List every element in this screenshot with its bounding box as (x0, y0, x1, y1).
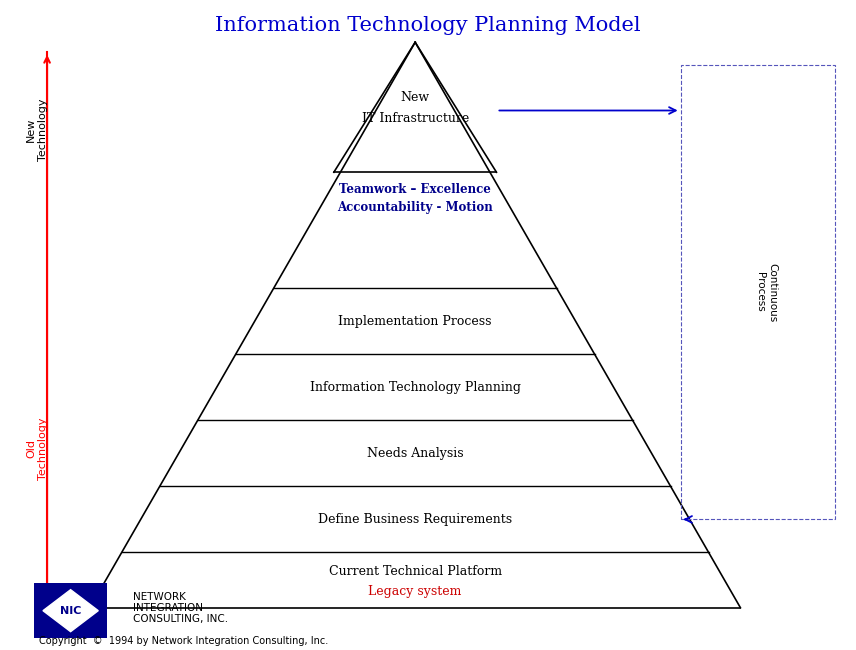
Text: Legacy system: Legacy system (368, 584, 462, 597)
Text: Information Technology Planning Model: Information Technology Planning Model (215, 16, 641, 35)
Text: Teamwork – Excellence: Teamwork – Excellence (339, 183, 491, 196)
Text: Old
Technology: Old Technology (26, 417, 48, 480)
Text: Continuous
Process: Continuous Process (755, 263, 777, 322)
Text: Current Technical Platform: Current Technical Platform (329, 565, 502, 578)
Text: Define Business Requirements: Define Business Requirements (318, 513, 512, 526)
Text: CONSULTING, INC.: CONSULTING, INC. (133, 614, 228, 623)
Text: IT Infrastructure: IT Infrastructure (361, 112, 469, 125)
Text: INTEGRATION: INTEGRATION (133, 603, 203, 612)
Text: NIC: NIC (60, 606, 81, 616)
Text: NETWORK: NETWORK (133, 592, 186, 601)
Text: New
Technology: New Technology (26, 99, 48, 161)
Text: Copyright  ©  1994 by Network Integration Consulting, Inc.: Copyright © 1994 by Network Integration … (39, 636, 328, 645)
Text: Needs Analysis: Needs Analysis (367, 447, 463, 460)
Polygon shape (43, 590, 98, 632)
Text: New: New (401, 91, 430, 104)
Text: Implementation Process: Implementation Process (338, 315, 492, 328)
Text: Accountability - Motion: Accountability - Motion (337, 201, 493, 214)
Bar (681, 65, 835, 519)
Text: Information Technology Planning: Information Technology Planning (310, 381, 520, 394)
